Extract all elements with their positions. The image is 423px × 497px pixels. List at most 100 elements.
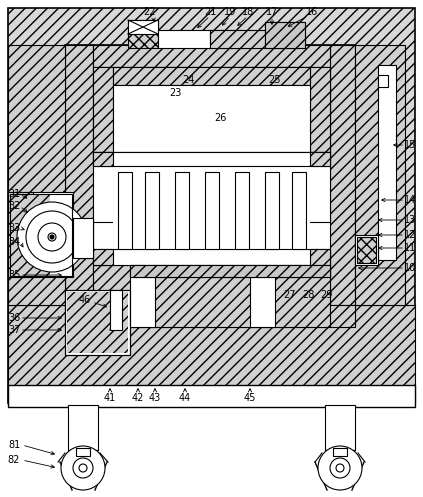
Text: 82: 82 bbox=[8, 455, 20, 465]
Text: 27: 27 bbox=[284, 290, 296, 300]
Bar bbox=[113, 85, 310, 152]
Text: 41: 41 bbox=[104, 393, 116, 403]
Bar bbox=[65, 290, 130, 355]
Text: 12: 12 bbox=[404, 230, 416, 240]
Text: 28: 28 bbox=[302, 290, 314, 300]
Bar bbox=[175, 172, 189, 249]
Bar bbox=[65, 45, 355, 63]
Bar bbox=[330, 45, 355, 305]
Bar bbox=[265, 172, 279, 249]
Bar bbox=[93, 152, 330, 166]
Bar bbox=[93, 67, 113, 152]
Text: 10: 10 bbox=[404, 263, 416, 273]
Bar bbox=[378, 75, 388, 87]
Bar bbox=[265, 22, 305, 48]
Text: 14: 14 bbox=[404, 195, 416, 205]
Bar bbox=[355, 235, 378, 265]
Bar bbox=[310, 67, 330, 152]
Bar bbox=[378, 65, 396, 260]
Bar bbox=[65, 45, 355, 380]
Circle shape bbox=[17, 202, 87, 272]
Text: 18: 18 bbox=[242, 7, 254, 17]
Text: 37: 37 bbox=[8, 325, 20, 335]
Text: 33: 33 bbox=[8, 223, 20, 233]
Bar bbox=[93, 265, 330, 327]
Text: 43: 43 bbox=[149, 393, 161, 403]
Text: 16: 16 bbox=[306, 7, 318, 17]
Circle shape bbox=[79, 464, 87, 472]
Text: 19: 19 bbox=[224, 7, 236, 17]
Bar bbox=[265, 22, 305, 48]
Text: 23: 23 bbox=[169, 88, 181, 98]
Bar bbox=[128, 20, 158, 48]
Text: 81: 81 bbox=[8, 440, 20, 450]
Circle shape bbox=[61, 446, 105, 490]
Text: 13: 13 bbox=[404, 215, 416, 225]
Bar bbox=[310, 152, 330, 166]
Circle shape bbox=[38, 223, 66, 251]
Bar bbox=[68, 405, 98, 450]
Bar bbox=[130, 265, 330, 277]
Bar bbox=[250, 270, 275, 327]
Text: 45: 45 bbox=[244, 393, 256, 403]
Bar bbox=[235, 172, 249, 249]
Circle shape bbox=[330, 458, 350, 478]
Bar bbox=[8, 45, 65, 305]
Bar bbox=[8, 192, 73, 277]
Bar bbox=[110, 290, 122, 330]
Text: 26: 26 bbox=[214, 113, 226, 123]
Bar bbox=[8, 192, 33, 277]
Bar bbox=[355, 45, 405, 305]
Bar bbox=[357, 237, 376, 263]
Text: 44: 44 bbox=[179, 393, 191, 403]
Circle shape bbox=[336, 464, 344, 472]
Bar bbox=[93, 249, 330, 265]
Bar bbox=[130, 270, 155, 327]
Bar bbox=[65, 218, 93, 232]
Bar bbox=[292, 172, 306, 249]
Bar bbox=[118, 172, 132, 249]
Bar bbox=[113, 67, 310, 85]
Bar bbox=[73, 229, 93, 243]
Text: 24: 24 bbox=[182, 75, 194, 85]
Text: 25: 25 bbox=[269, 75, 281, 85]
Text: 36: 36 bbox=[8, 313, 20, 323]
Bar bbox=[10, 194, 72, 276]
Bar bbox=[8, 8, 415, 403]
Text: 46: 46 bbox=[79, 295, 91, 305]
Bar bbox=[65, 305, 355, 327]
Bar bbox=[158, 30, 243, 48]
Bar bbox=[93, 152, 113, 166]
Bar bbox=[65, 244, 93, 258]
Bar bbox=[333, 448, 347, 456]
Bar bbox=[93, 45, 330, 67]
Bar bbox=[8, 305, 415, 403]
Circle shape bbox=[26, 211, 78, 263]
Bar bbox=[210, 30, 265, 48]
Bar bbox=[145, 172, 159, 249]
Bar bbox=[325, 405, 355, 450]
Text: 29: 29 bbox=[320, 290, 332, 300]
Text: 34: 34 bbox=[8, 237, 20, 247]
Text: 11: 11 bbox=[404, 243, 416, 253]
Bar bbox=[76, 448, 90, 456]
Circle shape bbox=[73, 458, 93, 478]
Circle shape bbox=[50, 235, 54, 239]
Bar bbox=[93, 249, 113, 265]
Bar bbox=[113, 166, 310, 255]
Text: 15: 15 bbox=[404, 140, 416, 150]
Bar bbox=[93, 67, 330, 222]
Bar bbox=[73, 218, 93, 258]
Circle shape bbox=[48, 233, 56, 241]
Text: 35: 35 bbox=[8, 270, 20, 280]
Text: 21: 21 bbox=[204, 7, 216, 17]
Text: 42: 42 bbox=[132, 393, 144, 403]
Bar bbox=[65, 290, 130, 355]
Circle shape bbox=[318, 446, 362, 490]
Bar bbox=[310, 249, 330, 265]
Text: 32: 32 bbox=[8, 201, 20, 211]
Bar bbox=[67, 292, 128, 353]
Text: 22: 22 bbox=[144, 7, 156, 17]
Bar bbox=[10, 194, 50, 276]
Text: 17: 17 bbox=[266, 7, 278, 17]
